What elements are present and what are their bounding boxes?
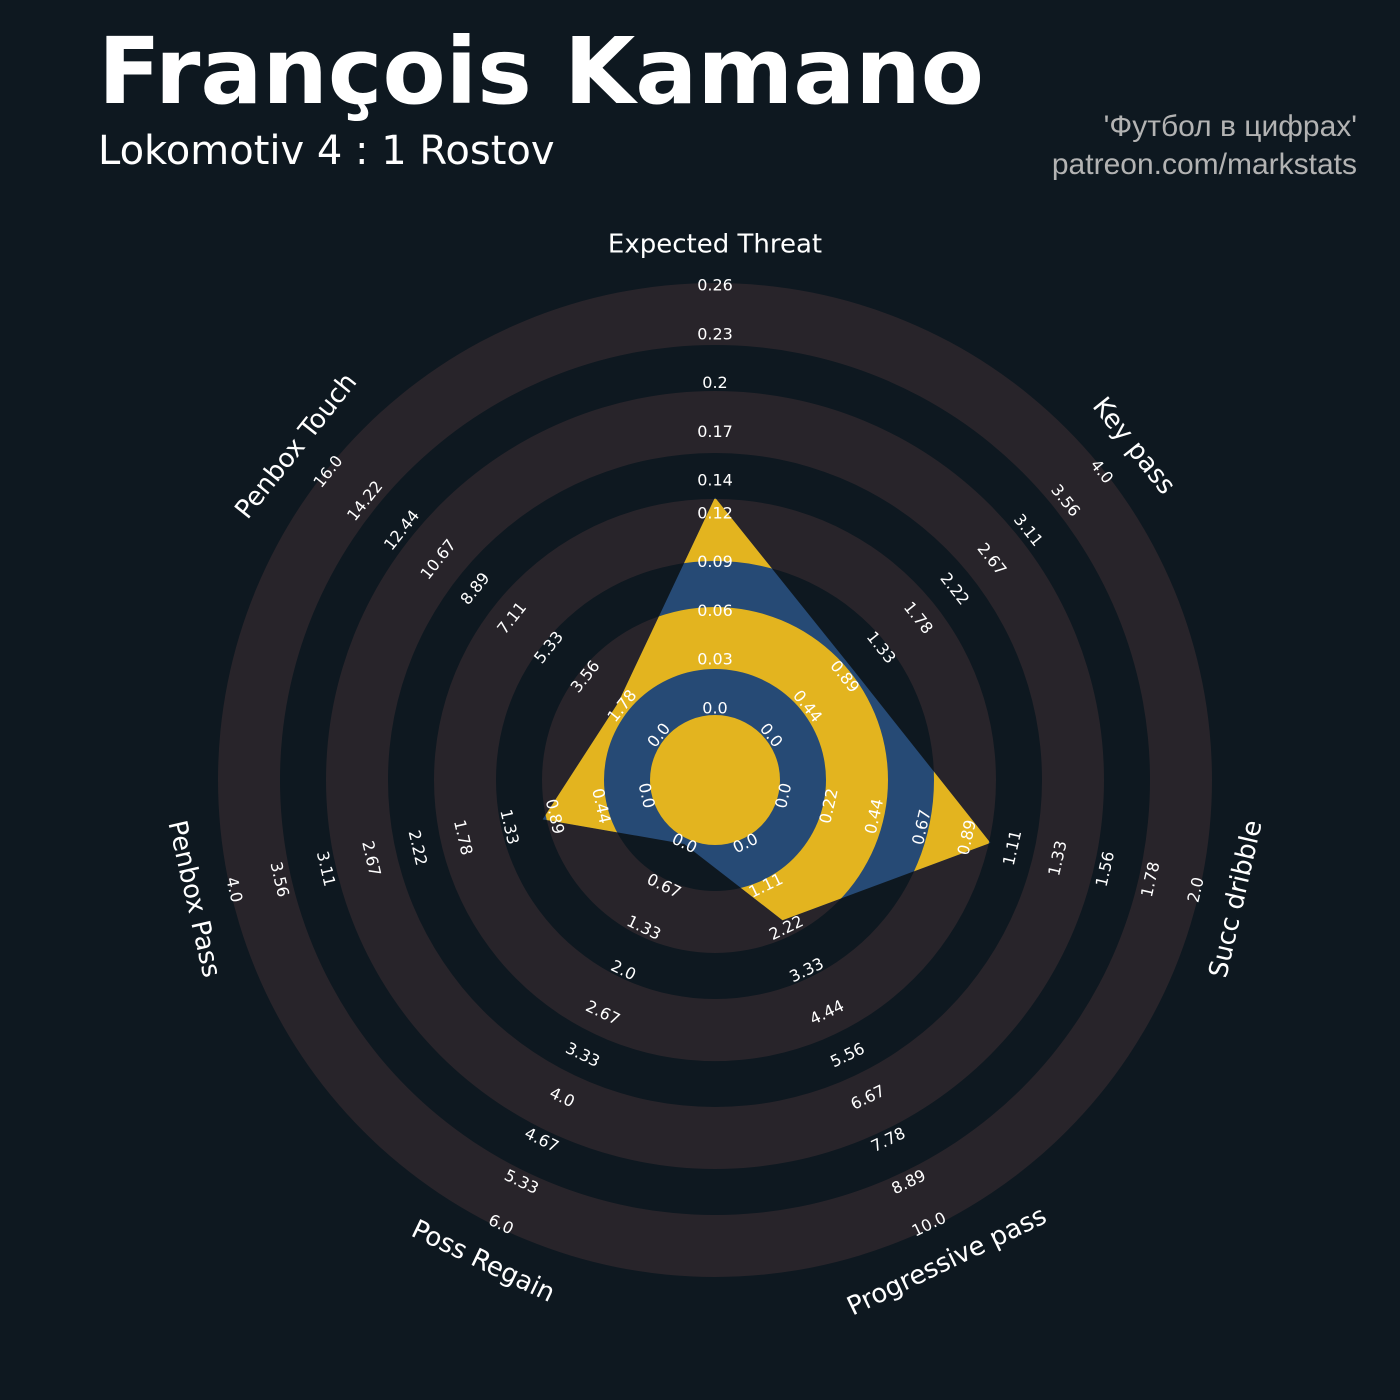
tick-label: 0.17 xyxy=(697,422,733,441)
tick-label: 0.23 xyxy=(697,324,733,343)
credit: 'Футбол в цифрах' xyxy=(1104,110,1357,143)
title: François Kamano xyxy=(98,18,984,125)
param-label: Expected Threat xyxy=(608,230,822,260)
tick-label: 0.03 xyxy=(697,650,733,669)
tick-label: 0.12 xyxy=(697,503,733,522)
tick-label: 0.2 xyxy=(702,373,727,392)
tick-label: 0.06 xyxy=(697,601,733,620)
tick-label: 0.26 xyxy=(697,276,733,295)
highlight-band xyxy=(650,715,780,845)
subtitle: Lokomotiv 4 : 1 Rostov xyxy=(98,128,555,174)
tick-label: 0.09 xyxy=(697,552,733,571)
tick-label: 0.14 xyxy=(697,471,733,490)
tick-label: 0.0 xyxy=(702,699,727,718)
link: patreon.com/markstats xyxy=(1052,148,1357,181)
